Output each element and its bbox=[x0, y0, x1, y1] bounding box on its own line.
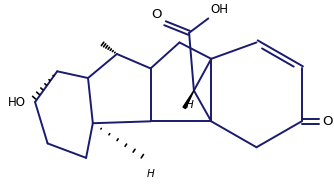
Text: H: H bbox=[186, 100, 194, 110]
Text: O: O bbox=[152, 8, 162, 21]
Text: OH: OH bbox=[210, 3, 228, 17]
Text: HO: HO bbox=[7, 96, 25, 108]
Polygon shape bbox=[183, 90, 194, 108]
Text: O: O bbox=[322, 115, 332, 128]
Text: H: H bbox=[147, 169, 154, 179]
